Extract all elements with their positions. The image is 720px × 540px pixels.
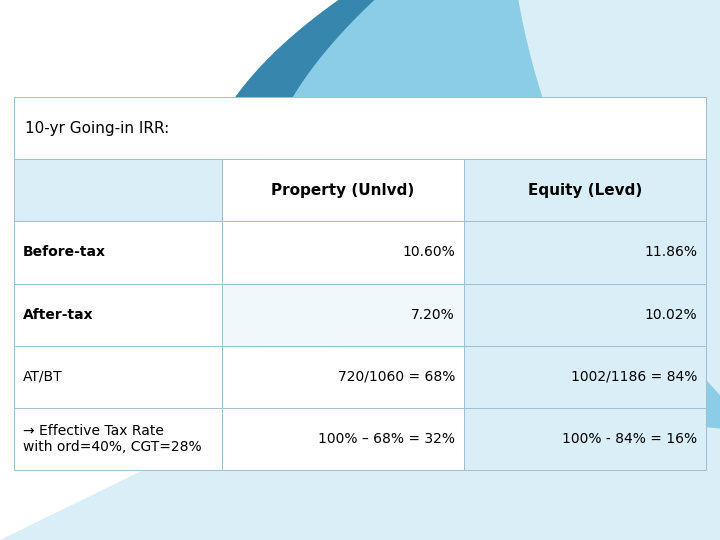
- Bar: [222, 159, 464, 221]
- Text: 100% – 68% = 32%: 100% – 68% = 32%: [318, 432, 455, 445]
- Bar: [14, 221, 222, 284]
- Polygon shape: [0, 0, 338, 540]
- Text: AT/BT: AT/BT: [23, 370, 63, 383]
- Bar: [464, 221, 706, 284]
- Bar: [222, 221, 464, 284]
- Bar: [464, 159, 706, 221]
- Text: Before-tax: Before-tax: [23, 246, 106, 259]
- Bar: [14, 284, 222, 346]
- Text: 10.02%: 10.02%: [644, 308, 697, 321]
- Text: 11.86%: 11.86%: [644, 246, 697, 259]
- Bar: [222, 346, 464, 408]
- Bar: [14, 408, 222, 470]
- Text: Property (Unlvd): Property (Unlvd): [271, 183, 414, 198]
- Bar: [14, 97, 706, 159]
- Bar: [464, 284, 706, 346]
- Bar: [464, 408, 706, 470]
- Bar: [14, 159, 222, 221]
- Polygon shape: [197, 0, 720, 432]
- Text: 10.60%: 10.60%: [402, 246, 455, 259]
- Text: 100% - 84% = 16%: 100% - 84% = 16%: [562, 432, 697, 445]
- Bar: [222, 408, 464, 470]
- Text: → Effective Tax Rate
with ord=40%, CGT=28%: → Effective Tax Rate with ord=40%, CGT=2…: [23, 424, 202, 454]
- Text: 1002/1186 = 84%: 1002/1186 = 84%: [570, 370, 697, 383]
- Bar: [464, 346, 706, 408]
- Text: Equity (Levd): Equity (Levd): [528, 183, 642, 198]
- Polygon shape: [197, 0, 374, 389]
- Text: 10-yr Going-in IRR:: 10-yr Going-in IRR:: [25, 121, 169, 136]
- Text: 720/1060 = 68%: 720/1060 = 68%: [338, 370, 455, 383]
- Text: After-tax: After-tax: [23, 308, 94, 321]
- Bar: [14, 346, 222, 408]
- Bar: [222, 284, 464, 346]
- Text: 7.20%: 7.20%: [411, 308, 455, 321]
